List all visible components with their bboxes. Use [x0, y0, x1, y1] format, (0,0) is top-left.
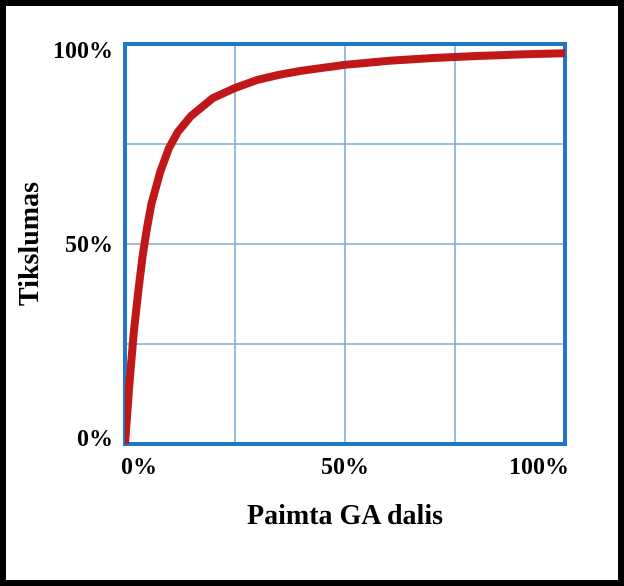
x-tick-label: 100%	[509, 454, 569, 480]
x-tick-label: 50%	[321, 454, 369, 480]
accuracy-curve-chart: 0% 50% 100% 0% 50% 100% Paimta GA dalis Tikslum…	[0, 0, 624, 586]
y-axis-label: Tikslumas	[14, 182, 45, 306]
chart-container: 0% 50% 100% 0% 50% 100% Paimta GA dalis Tikslum…	[0, 0, 624, 586]
x-tick-label: 0%	[121, 454, 157, 480]
x-axis-label: Paimta GA dalis	[247, 500, 443, 531]
y-tick-label: 100%	[53, 38, 113, 64]
y-tick-label: 0%	[77, 426, 113, 452]
y-tick-label: 50%	[65, 232, 113, 258]
